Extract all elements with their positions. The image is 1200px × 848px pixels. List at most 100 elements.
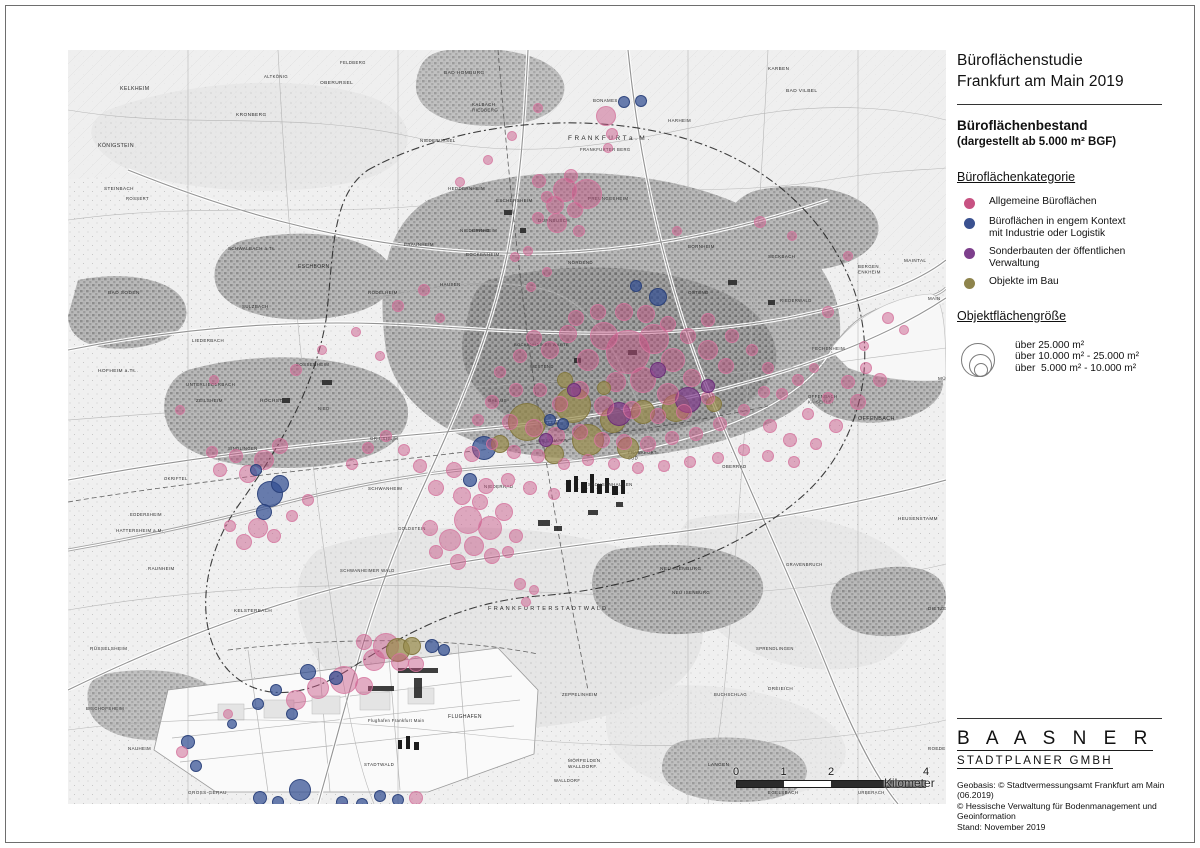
office-marker-public[interactable] — [539, 433, 553, 447]
office-marker-industry[interactable] — [286, 708, 298, 720]
office-marker-general[interactable] — [450, 554, 466, 570]
office-marker-general[interactable] — [494, 366, 506, 378]
office-marker-general[interactable] — [582, 454, 594, 466]
office-marker-general[interactable] — [676, 404, 692, 420]
office-marker-general[interactable] — [713, 417, 727, 431]
office-marker-general[interactable] — [526, 282, 536, 292]
office-marker-general[interactable] — [822, 306, 834, 318]
office-marker-industry[interactable] — [649, 288, 667, 306]
office-marker-industry[interactable] — [557, 418, 569, 430]
office-marker-general[interactable] — [829, 419, 843, 433]
office-marker-industry[interactable] — [635, 95, 647, 107]
office-marker-general[interactable] — [523, 246, 533, 256]
office-marker-general[interactable] — [236, 534, 252, 550]
office-marker-general[interactable] — [850, 394, 866, 410]
office-marker-general[interactable] — [428, 480, 444, 496]
office-marker-general[interactable] — [660, 316, 676, 332]
office-marker-industry[interactable] — [289, 779, 311, 801]
office-marker-general[interactable] — [650, 408, 666, 424]
office-marker-general[interactable] — [541, 341, 559, 359]
office-marker-general[interactable] — [701, 391, 715, 405]
office-marker-general[interactable] — [206, 446, 218, 458]
office-marker-general[interactable] — [483, 155, 493, 165]
office-marker-general[interactable] — [899, 325, 909, 335]
office-marker-general[interactable] — [213, 463, 227, 477]
office-marker-bau[interactable] — [403, 637, 421, 655]
office-marker-general[interactable] — [596, 106, 616, 126]
office-marker-general[interactable] — [317, 345, 327, 355]
office-marker-general[interactable] — [502, 546, 514, 558]
office-marker-industry[interactable] — [253, 791, 267, 804]
office-marker-general[interactable] — [783, 433, 797, 447]
office-marker-general[interactable] — [665, 431, 679, 445]
office-marker-general[interactable] — [484, 548, 500, 564]
office-marker-general[interactable] — [510, 252, 520, 262]
office-marker-general[interactable] — [478, 478, 494, 494]
office-marker-industry[interactable] — [300, 664, 316, 680]
office-marker-general[interactable] — [590, 322, 618, 350]
office-marker-general[interactable] — [526, 330, 542, 346]
office-marker-general[interactable] — [464, 446, 480, 462]
office-marker-general[interactable] — [507, 131, 517, 141]
office-marker-general[interactable] — [209, 375, 219, 385]
office-marker-general[interactable] — [422, 520, 438, 536]
office-marker-industry[interactable] — [227, 719, 237, 729]
office-marker-general[interactable] — [224, 520, 236, 532]
office-marker-general[interactable] — [802, 408, 814, 420]
office-marker-general[interactable] — [267, 529, 281, 543]
office-marker-industry[interactable] — [544, 414, 556, 426]
office-marker-general[interactable] — [478, 516, 502, 540]
office-marker-public[interactable] — [567, 383, 581, 397]
office-marker-general[interactable] — [746, 344, 758, 356]
office-marker-general[interactable] — [307, 677, 329, 699]
office-marker-industry[interactable] — [356, 798, 368, 804]
office-marker-general[interactable] — [523, 481, 537, 495]
office-marker-general[interactable] — [637, 305, 655, 323]
office-marker-general[interactable] — [594, 432, 610, 448]
office-marker-general[interactable] — [738, 404, 750, 416]
office-marker-general[interactable] — [533, 383, 547, 397]
office-marker-general[interactable] — [810, 438, 822, 450]
office-marker-general[interactable] — [223, 709, 233, 719]
office-marker-general[interactable] — [507, 445, 521, 459]
office-marker-general[interactable] — [552, 396, 568, 412]
office-marker-general[interactable] — [603, 143, 613, 153]
office-marker-industry[interactable] — [270, 684, 282, 696]
office-marker-general[interactable] — [391, 653, 409, 671]
office-marker-general[interactable] — [502, 414, 518, 430]
office-marker-industry[interactable] — [190, 760, 202, 772]
office-marker-general[interactable] — [882, 312, 894, 324]
office-marker-general[interactable] — [509, 383, 523, 397]
office-marker-industry[interactable] — [329, 671, 343, 685]
office-marker-general[interactable] — [513, 349, 527, 363]
office-marker-general[interactable] — [514, 578, 526, 590]
office-marker-general[interactable] — [873, 373, 887, 387]
office-marker-general[interactable] — [472, 414, 484, 426]
office-marker-general[interactable] — [568, 310, 584, 326]
office-marker-industry[interactable] — [256, 504, 272, 520]
office-marker-general[interactable] — [758, 386, 770, 398]
office-marker-general[interactable] — [455, 177, 465, 187]
office-marker-general[interactable] — [657, 383, 679, 405]
office-marker-general[interactable] — [472, 494, 488, 510]
office-marker-general[interactable] — [615, 303, 633, 321]
office-marker-general[interactable] — [623, 401, 641, 419]
office-marker-general[interactable] — [698, 340, 718, 360]
office-marker-general[interactable] — [577, 349, 599, 371]
office-marker-general[interactable] — [542, 267, 552, 277]
office-marker-general[interactable] — [762, 450, 774, 462]
office-marker-industry[interactable] — [181, 735, 195, 749]
office-marker-general[interactable] — [594, 396, 614, 416]
office-marker-public[interactable] — [701, 379, 715, 393]
office-marker-general[interactable] — [446, 462, 462, 478]
office-marker-general[interactable] — [351, 327, 361, 337]
office-marker-industry[interactable] — [630, 280, 642, 292]
office-marker-general[interactable] — [680, 328, 696, 344]
office-marker-industry[interactable] — [250, 464, 262, 476]
office-marker-general[interactable] — [573, 225, 585, 237]
office-marker-general[interactable] — [843, 251, 853, 261]
office-marker-public[interactable] — [650, 362, 666, 378]
office-marker-general[interactable] — [754, 216, 766, 228]
office-marker-general[interactable] — [788, 456, 800, 468]
office-marker-general[interactable] — [572, 424, 588, 440]
